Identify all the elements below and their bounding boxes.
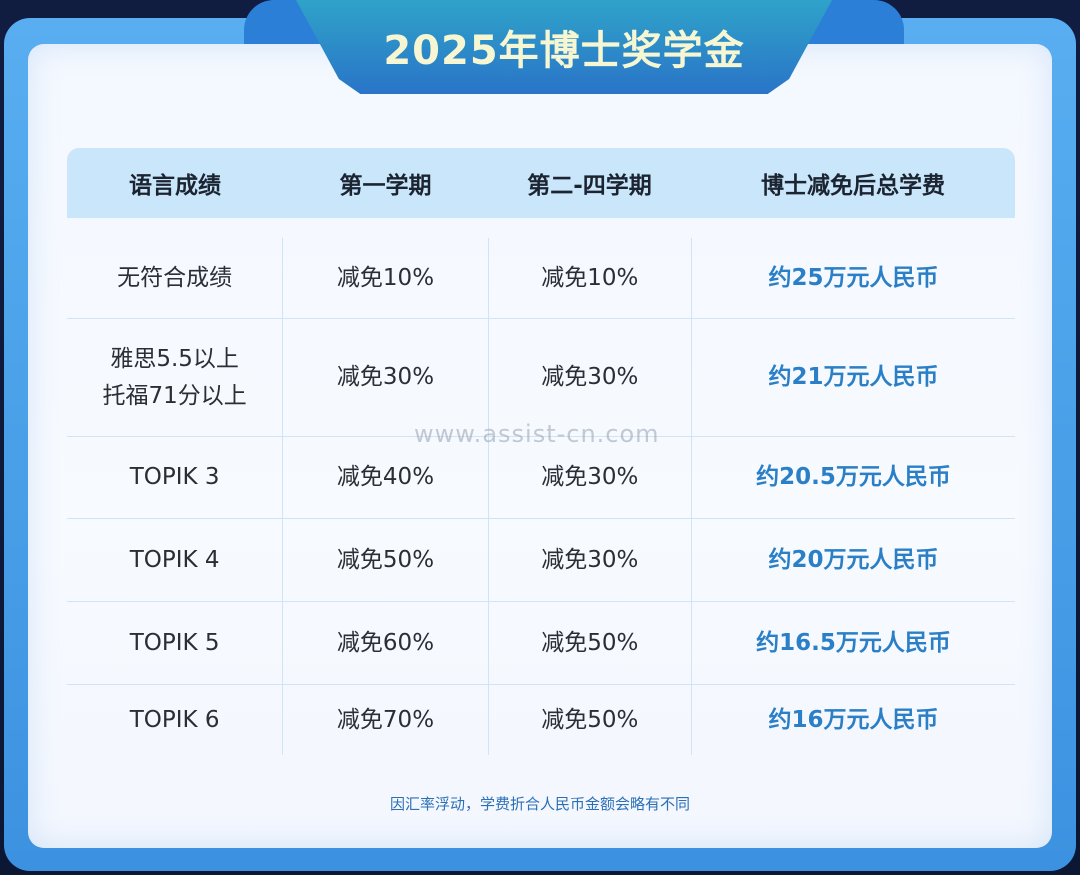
first-semester-cell: 减免70% xyxy=(283,685,489,755)
total-tuition-cell: 约16.5万元人民币 xyxy=(756,629,951,656)
later-semester-cell: 减免30% xyxy=(489,319,693,436)
language-score-cell: TOPIK 3 xyxy=(67,437,284,518)
later-semester-cell: 减免50% xyxy=(489,602,693,684)
later-semester-cell: 减免50% xyxy=(489,685,693,755)
table-row: 雅思5.5以上 托福71分以上 减免30% 减免30% 约21万元人民币 xyxy=(67,319,1015,437)
total-tuition-cell: 约25万元人民币 xyxy=(768,264,939,291)
language-score-cell: 雅思5.5以上 托福71分以上 xyxy=(67,319,284,436)
language-score-text: 无符合成绩 xyxy=(117,264,233,291)
language-score-cell: 无符合成绩 xyxy=(67,238,284,318)
total-tuition-cell: 约20万元人民币 xyxy=(768,546,939,573)
header-language-score: 语言成绩 xyxy=(129,173,221,199)
table-body: 无符合成绩 减免10% 减免10% 约25万元人民币 雅思5.5以上 托福71分… xyxy=(67,238,1015,755)
total-tuition-cell: 约21万元人民币 xyxy=(768,364,939,391)
watermark: www.assist-cn.com xyxy=(414,420,660,448)
table-header: 语言成绩 第一学期 第二-四学期 博士减免后总学费 xyxy=(67,148,1015,218)
first-semester-cell: 减免40% xyxy=(283,437,489,518)
later-semester-cell: 减免30% xyxy=(489,519,693,601)
language-score-cell: TOPIK 5 xyxy=(67,602,284,684)
language-score-lines: 雅思5.5以上 托福71分以上 xyxy=(103,341,247,415)
table-row: TOPIK 3 减免40% 减免30% 约20.5万元人民币 xyxy=(67,437,1015,519)
title-tab xyxy=(296,0,832,94)
first-semester-cell: 减免60% xyxy=(283,602,489,684)
language-score-text-2: 托福71分以上 xyxy=(102,382,247,409)
language-score-text: 雅思5.5以上 xyxy=(110,345,239,372)
first-semester-cell: 减免30% xyxy=(283,319,489,436)
header-first-semester: 第一学期 xyxy=(339,173,432,199)
total-tuition-cell: 约20.5万元人民币 xyxy=(756,464,951,491)
later-semester-cell: 减免30% xyxy=(489,437,693,518)
table-row: 无符合成绩 减免10% 减免10% 约25万元人民币 xyxy=(67,238,1015,319)
language-score-cell: TOPIK 6 xyxy=(67,685,284,755)
first-semester-cell: 减免10% xyxy=(283,238,489,318)
table-row: TOPIK 6 减免70% 减免50% 约16万元人民币 xyxy=(67,685,1015,755)
header-second-fourth-semester: 第二-四学期 xyxy=(527,173,652,199)
first-semester-cell: 减免50% xyxy=(283,519,489,601)
footnote: 因汇率浮动，学费折合人民币金额会略有不同 xyxy=(389,795,690,813)
total-tuition-cell: 约16万元人民币 xyxy=(768,706,939,733)
table-row: TOPIK 5 减免60% 减免50% 约16.5万元人民币 xyxy=(67,602,1015,685)
later-semester-cell: 减免10% xyxy=(489,238,693,318)
table-row: TOPIK 4 减免50% 减免30% 约20万元人民币 xyxy=(67,519,1015,602)
scholarship-table: 语言成绩 第一学期 第二-四学期 博士减免后总学费 无符合成绩 减免10% 减免… xyxy=(67,148,1015,755)
page-title: 2025年博士奖学金 xyxy=(383,28,745,74)
header-total-tuition: 博士减免后总学费 xyxy=(761,173,945,199)
language-score-cell: TOPIK 4 xyxy=(67,519,284,601)
